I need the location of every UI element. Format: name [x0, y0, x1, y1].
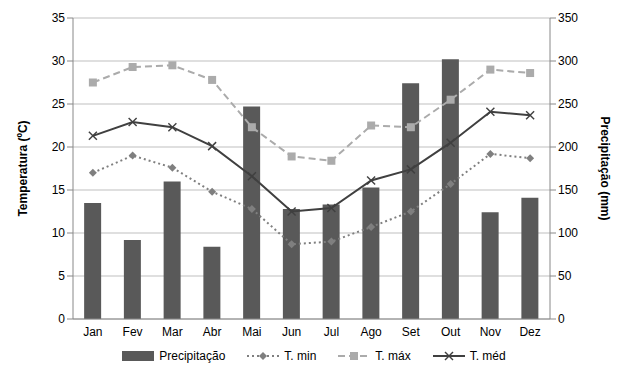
svg-text:0: 0 — [58, 312, 65, 326]
svg-text:Precipitação (mm): Precipitação (mm) — [598, 116, 612, 220]
svg-text:10: 10 — [52, 226, 66, 240]
svg-text:Nov: Nov — [480, 325, 501, 339]
svg-text:150: 150 — [558, 183, 578, 197]
svg-text:Jan: Jan — [83, 325, 102, 339]
svg-text:Set: Set — [402, 325, 421, 339]
html-text:T. min: T. min — [284, 349, 317, 363]
svg-text:15: 15 — [52, 183, 66, 197]
svg-text:Out: Out — [441, 325, 461, 339]
svg-text:5: 5 — [58, 269, 65, 283]
svg-text:Fev: Fev — [123, 325, 143, 339]
svg-text:250: 250 — [558, 97, 578, 111]
svg-text:25: 25 — [52, 97, 66, 111]
svg-text:35: 35 — [52, 11, 66, 25]
svg-text:0: 0 — [558, 312, 565, 326]
svg-text:Temperatura (ºC): Temperatura (ºC) — [16, 120, 30, 216]
svg-text:100: 100 — [558, 226, 578, 240]
svg-text:20: 20 — [52, 140, 66, 154]
svg-text:Ago: Ago — [360, 325, 382, 339]
html-text:T. méd: T. méd — [469, 349, 506, 363]
svg-text:300: 300 — [558, 54, 578, 68]
html-text:T. máx: T. máx — [375, 349, 411, 363]
svg-text:Jun: Jun — [282, 325, 301, 339]
svg-text:Abr: Abr — [203, 325, 222, 339]
svg-text:200: 200 — [558, 140, 578, 154]
svg-text:Mai: Mai — [242, 325, 261, 339]
html-text:Precipitação: Precipitação — [159, 349, 226, 363]
svg-text:50: 50 — [558, 269, 572, 283]
svg-text:350: 350 — [558, 11, 578, 25]
svg-text:Dez: Dez — [519, 325, 540, 339]
svg-text:30: 30 — [52, 54, 66, 68]
svg-text:Jul: Jul — [324, 325, 339, 339]
svg-text:Mar: Mar — [162, 325, 183, 339]
